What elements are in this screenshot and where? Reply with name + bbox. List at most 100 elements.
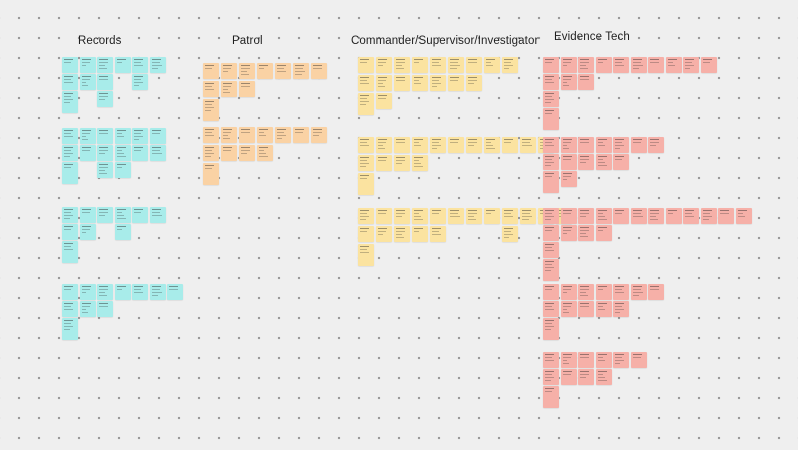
- sticky-note[interactable]: [543, 225, 559, 241]
- sticky-note[interactable]: [203, 145, 219, 161]
- sticky-note[interactable]: [62, 224, 78, 240]
- sticky-note[interactable]: [502, 57, 518, 73]
- sticky-note[interactable]: [221, 81, 237, 97]
- sticky-note[interactable]: [97, 301, 113, 317]
- sticky-note[interactable]: [97, 91, 113, 107]
- sticky-note[interactable]: [560, 57, 577, 73]
- sticky-note[interactable]: [543, 301, 559, 317]
- sticky-note[interactable]: [595, 154, 612, 170]
- sticky-note[interactable]: [203, 81, 219, 97]
- sticky-note[interactable]: [578, 301, 594, 317]
- sticky-note[interactable]: [560, 225, 577, 241]
- sticky-note[interactable]: [665, 57, 682, 73]
- sticky-note[interactable]: [97, 57, 113, 73]
- sticky-note[interactable]: [167, 284, 183, 300]
- sticky-note[interactable]: [132, 284, 148, 300]
- sticky-note[interactable]: [683, 57, 699, 73]
- sticky-note[interactable]: [376, 155, 392, 171]
- sticky-note[interactable]: [543, 284, 559, 300]
- sticky-note[interactable]: [62, 74, 78, 90]
- sticky-note[interactable]: [239, 145, 255, 161]
- sticky-note[interactable]: [543, 208, 559, 224]
- sticky-note[interactable]: [560, 171, 577, 187]
- sticky-note[interactable]: [394, 208, 410, 224]
- sticky-note[interactable]: [502, 137, 518, 153]
- sticky-note[interactable]: [149, 57, 166, 73]
- sticky-note[interactable]: [97, 207, 113, 223]
- sticky-note[interactable]: [430, 137, 446, 153]
- sticky-note[interactable]: [448, 208, 464, 224]
- sticky-note[interactable]: [560, 352, 577, 368]
- sticky-note[interactable]: [543, 137, 559, 153]
- sticky-note[interactable]: [394, 75, 410, 91]
- sticky-note[interactable]: [358, 226, 374, 242]
- sticky-note[interactable]: [613, 352, 629, 368]
- sticky-note[interactable]: [595, 284, 612, 300]
- sticky-note[interactable]: [613, 284, 629, 300]
- sticky-note[interactable]: [79, 128, 96, 144]
- sticky-note[interactable]: [560, 284, 577, 300]
- sticky-note[interactable]: [466, 75, 482, 91]
- sticky-note[interactable]: [149, 284, 166, 300]
- sticky-note[interactable]: [358, 75, 374, 91]
- sticky-note[interactable]: [62, 301, 78, 317]
- sticky-note[interactable]: [484, 57, 500, 73]
- sticky-note[interactable]: [97, 128, 113, 144]
- sticky-note[interactable]: [221, 127, 237, 143]
- sticky-note[interactable]: [311, 127, 327, 143]
- sticky-note[interactable]: [293, 63, 309, 79]
- sticky-note[interactable]: [97, 162, 113, 178]
- sticky-note[interactable]: [114, 224, 131, 240]
- sticky-note[interactable]: [560, 369, 577, 385]
- sticky-note[interactable]: [239, 127, 255, 143]
- sticky-note[interactable]: [560, 301, 577, 317]
- sticky-note[interactable]: [700, 57, 717, 73]
- sticky-note[interactable]: [543, 74, 559, 90]
- sticky-note[interactable]: [79, 145, 96, 161]
- sticky-note[interactable]: [132, 74, 148, 90]
- sticky-note[interactable]: [62, 318, 78, 340]
- sticky-note[interactable]: [132, 207, 148, 223]
- sticky-note[interactable]: [275, 127, 291, 143]
- sticky-note[interactable]: [648, 284, 664, 300]
- sticky-note[interactable]: [132, 128, 148, 144]
- sticky-note[interactable]: [412, 57, 428, 73]
- sticky-note[interactable]: [376, 226, 392, 242]
- sticky-note[interactable]: [149, 145, 166, 161]
- sticky-note[interactable]: [595, 208, 612, 224]
- sticky-note[interactable]: [735, 208, 752, 224]
- sticky-note[interactable]: [62, 241, 78, 263]
- sticky-note[interactable]: [718, 208, 734, 224]
- sticky-note[interactable]: [394, 137, 410, 153]
- sticky-note[interactable]: [239, 63, 255, 79]
- sticky-note[interactable]: [543, 369, 559, 385]
- sticky-note[interactable]: [430, 226, 446, 242]
- sticky-note[interactable]: [466, 137, 482, 153]
- sticky-note[interactable]: [97, 145, 113, 161]
- sticky-note[interactable]: [376, 57, 392, 73]
- sticky-note[interactable]: [132, 145, 148, 161]
- sticky-note[interactable]: [613, 57, 629, 73]
- sticky-note[interactable]: [257, 127, 273, 143]
- sticky-note[interactable]: [132, 57, 148, 73]
- sticky-note[interactable]: [630, 57, 647, 73]
- sticky-note[interactable]: [358, 244, 374, 266]
- sticky-note[interactable]: [430, 208, 446, 224]
- sticky-note[interactable]: [358, 208, 374, 224]
- sticky-note[interactable]: [578, 225, 594, 241]
- sticky-note[interactable]: [543, 108, 559, 130]
- sticky-note[interactable]: [412, 75, 428, 91]
- sticky-note[interactable]: [543, 386, 559, 408]
- sticky-note[interactable]: [595, 225, 612, 241]
- sticky-note[interactable]: [560, 154, 577, 170]
- sticky-note[interactable]: [448, 75, 464, 91]
- sticky-note[interactable]: [543, 91, 559, 107]
- sticky-note[interactable]: [79, 57, 96, 73]
- sticky-note[interactable]: [430, 75, 446, 91]
- sticky-note[interactable]: [430, 57, 446, 73]
- sticky-note[interactable]: [595, 369, 612, 385]
- sticky-note[interactable]: [79, 74, 96, 90]
- sticky-note[interactable]: [578, 369, 594, 385]
- sticky-note[interactable]: [394, 155, 410, 171]
- sticky-note[interactable]: [114, 57, 131, 73]
